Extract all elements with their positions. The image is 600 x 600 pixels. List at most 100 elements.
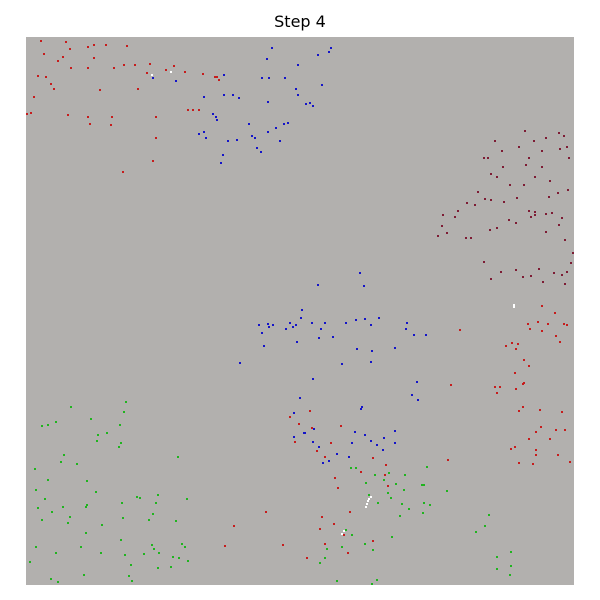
red-particle xyxy=(233,525,235,527)
red-particle xyxy=(152,160,154,162)
red-particle xyxy=(192,109,194,111)
red-particle xyxy=(349,511,351,513)
red-particle xyxy=(566,324,568,326)
white-particle xyxy=(365,506,367,508)
white-particle xyxy=(151,74,153,76)
red-particle xyxy=(87,67,89,69)
blue-particle xyxy=(223,74,225,76)
blue-particle xyxy=(311,322,313,324)
red-particle xyxy=(499,386,501,388)
green-particle xyxy=(429,504,431,506)
maroon-particle xyxy=(454,216,456,218)
green-particle xyxy=(100,552,102,554)
maroon-particle xyxy=(470,237,472,239)
maroon-particle xyxy=(551,212,553,214)
blue-particle xyxy=(351,442,353,444)
blue-particle xyxy=(370,324,372,326)
blue-particle xyxy=(261,332,263,334)
white-particle xyxy=(368,498,370,500)
red-particle xyxy=(547,323,549,325)
red-particle xyxy=(564,429,566,431)
red-particle xyxy=(57,60,59,62)
blue-particle xyxy=(382,449,384,451)
blue-particle xyxy=(287,122,289,124)
green-particle xyxy=(374,474,376,476)
red-particle xyxy=(555,335,557,337)
green-particle xyxy=(484,525,486,527)
red-particle xyxy=(514,372,516,374)
maroon-particle xyxy=(496,176,498,178)
green-particle xyxy=(158,552,160,554)
green-particle xyxy=(446,490,448,492)
white-particle xyxy=(366,503,368,505)
blue-particle xyxy=(267,323,269,325)
red-particle xyxy=(30,112,32,114)
blue-particle xyxy=(260,151,262,153)
green-particle xyxy=(55,421,57,423)
blue-particle xyxy=(324,322,326,324)
blue-particle xyxy=(300,317,302,319)
red-particle xyxy=(309,410,311,412)
maroon-particle xyxy=(466,202,468,204)
green-particle xyxy=(122,517,124,519)
blue-particle xyxy=(370,361,372,363)
green-particle xyxy=(96,440,98,442)
maroon-particle xyxy=(525,164,527,166)
green-particle xyxy=(119,424,121,426)
red-particle xyxy=(535,454,537,456)
green-particle xyxy=(351,534,353,536)
green-particle xyxy=(345,529,347,531)
green-particle xyxy=(123,411,125,413)
white-particle xyxy=(341,533,343,535)
green-particle xyxy=(70,406,72,408)
blue-particle xyxy=(232,94,234,96)
red-particle xyxy=(198,109,200,111)
blue-particle xyxy=(336,453,338,455)
maroon-particle xyxy=(530,275,532,277)
blue-particle xyxy=(376,444,378,446)
blue-particle xyxy=(216,119,218,121)
red-particle xyxy=(173,65,175,67)
blue-particle xyxy=(175,80,177,82)
blue-particle xyxy=(236,139,238,141)
green-particle xyxy=(121,502,123,504)
maroon-particle xyxy=(522,276,524,278)
red-particle xyxy=(340,425,342,427)
blue-particle xyxy=(271,47,273,49)
maroon-particle xyxy=(502,166,504,168)
red-particle xyxy=(554,312,556,314)
red-particle xyxy=(184,71,186,73)
blue-particle xyxy=(318,337,320,339)
green-particle xyxy=(423,502,425,504)
maroon-particle xyxy=(509,184,511,186)
blue-particle xyxy=(312,105,314,107)
blue-particle xyxy=(354,431,356,433)
green-particle xyxy=(83,574,85,576)
scatter-plot xyxy=(26,37,574,585)
blue-particle xyxy=(341,363,343,365)
blue-particle xyxy=(203,96,205,98)
maroon-particle xyxy=(437,235,439,237)
green-particle xyxy=(86,480,88,482)
red-particle xyxy=(99,89,101,91)
green-particle xyxy=(341,546,343,548)
green-particle xyxy=(85,532,87,534)
green-particle xyxy=(395,483,397,485)
blue-particle xyxy=(405,328,407,330)
blue-particle xyxy=(318,446,320,448)
maroon-particle xyxy=(545,137,547,139)
maroon-particle xyxy=(528,210,530,212)
blue-particle xyxy=(251,135,253,137)
maroon-particle xyxy=(442,214,444,216)
green-particle xyxy=(157,567,159,569)
blue-particle xyxy=(227,140,229,142)
blue-particle xyxy=(359,272,361,274)
red-particle xyxy=(385,464,387,466)
maroon-particle xyxy=(534,214,536,216)
maroon-particle xyxy=(518,146,520,148)
green-particle xyxy=(47,479,49,481)
green-particle xyxy=(85,506,87,508)
white-particle xyxy=(367,500,369,502)
blue-particle xyxy=(275,127,277,129)
blue-particle xyxy=(299,397,301,399)
